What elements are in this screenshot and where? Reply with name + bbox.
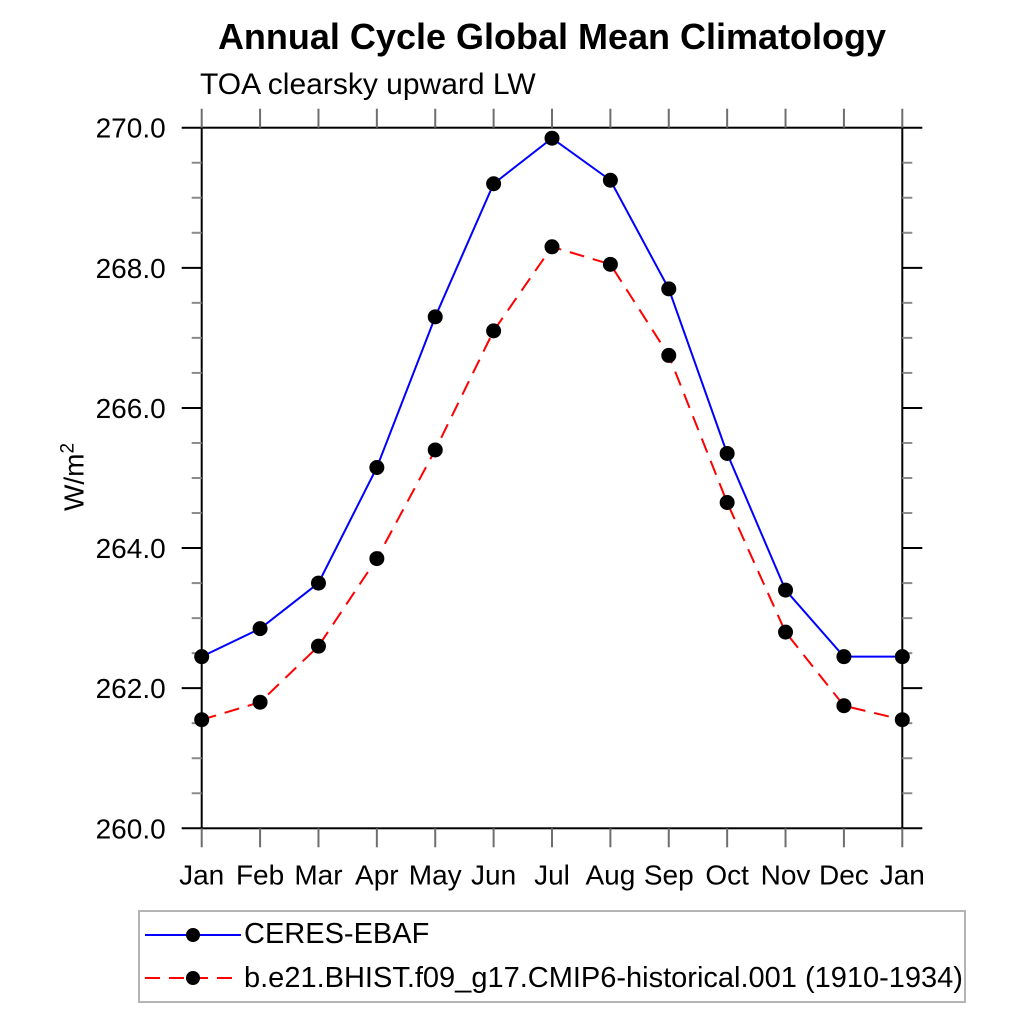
data-point-marker bbox=[486, 323, 502, 339]
data-point-marker bbox=[661, 281, 677, 297]
y-tick-label: 268.0 bbox=[96, 253, 166, 284]
data-point-marker bbox=[719, 445, 735, 461]
data-point-marker bbox=[369, 551, 385, 567]
data-point-marker bbox=[544, 130, 560, 146]
legend-marker-dot bbox=[186, 927, 200, 942]
x-month-label: Jan bbox=[179, 859, 224, 890]
y-tick-label: 266.0 bbox=[96, 393, 166, 424]
plot-frame bbox=[200, 126, 904, 830]
x-month-label: Aug bbox=[585, 859, 635, 890]
legend: CERES-EBAF b.e21.BHIST.f09_g17.CMIP6-his… bbox=[138, 910, 966, 1003]
series-line-0 bbox=[201, 136, 903, 658]
data-point-marker bbox=[427, 442, 443, 458]
data-point-marker bbox=[369, 459, 385, 475]
legend-solid-line-icon bbox=[145, 927, 241, 942]
y-tick-label: 260.0 bbox=[96, 813, 166, 844]
data-point-marker bbox=[427, 309, 443, 325]
data-point-marker bbox=[194, 649, 210, 665]
x-month-label: Sep bbox=[644, 859, 694, 890]
x-month-label: Apr bbox=[355, 859, 399, 890]
y-tick-label: 264.0 bbox=[96, 533, 166, 564]
x-month-label: Nov bbox=[761, 859, 811, 890]
x-month-label: Feb bbox=[236, 859, 284, 890]
data-point-marker bbox=[719, 495, 735, 511]
x-month-label: Mar bbox=[294, 859, 342, 890]
data-point-marker bbox=[486, 176, 502, 192]
x-month-label: Dec bbox=[819, 859, 869, 890]
data-point-marker bbox=[252, 621, 268, 637]
data-point-marker bbox=[310, 638, 326, 654]
data-point-marker bbox=[194, 712, 210, 728]
legend-item-ceres-ebaf: CERES-EBAF bbox=[140, 914, 964, 956]
series-line-1 bbox=[201, 245, 903, 721]
x-month-label: Jun bbox=[471, 859, 516, 890]
x-month-label: Jan bbox=[880, 859, 925, 890]
data-point-marker bbox=[310, 575, 326, 591]
data-point-marker bbox=[252, 694, 268, 710]
data-point-marker bbox=[836, 698, 852, 714]
data-point-marker bbox=[602, 256, 618, 272]
data-point-marker bbox=[894, 712, 910, 728]
x-month-label: Jul bbox=[534, 859, 570, 890]
data-point-marker bbox=[836, 649, 852, 665]
data-point-marker bbox=[544, 239, 560, 255]
chart-subtitle: TOA clearsky upward LW bbox=[200, 68, 536, 101]
data-point-marker bbox=[778, 582, 794, 598]
data-point-marker bbox=[661, 347, 677, 363]
y-tick-label: 262.0 bbox=[96, 673, 166, 704]
x-month-label: May bbox=[409, 859, 462, 890]
legend-label-ceres-ebaf: CERES-EBAF bbox=[244, 918, 430, 951]
chart-title: Annual Cycle Global Mean Climatology bbox=[217, 16, 887, 57]
data-point-marker bbox=[894, 649, 910, 665]
data-point-marker bbox=[778, 624, 794, 640]
data-point-marker bbox=[602, 172, 618, 188]
legend-item-model: b.e21.BHIST.f09_g17.CMIP6-historical.001… bbox=[140, 957, 964, 999]
legend-dashed-line-icon bbox=[145, 971, 241, 986]
y-tick-label: 270.0 bbox=[96, 113, 166, 144]
x-month-label: Oct bbox=[705, 859, 749, 890]
legend-marker-dot bbox=[186, 971, 200, 986]
legend-label-model: b.e21.BHIST.f09_g17.CMIP6-historical.001… bbox=[244, 961, 963, 994]
